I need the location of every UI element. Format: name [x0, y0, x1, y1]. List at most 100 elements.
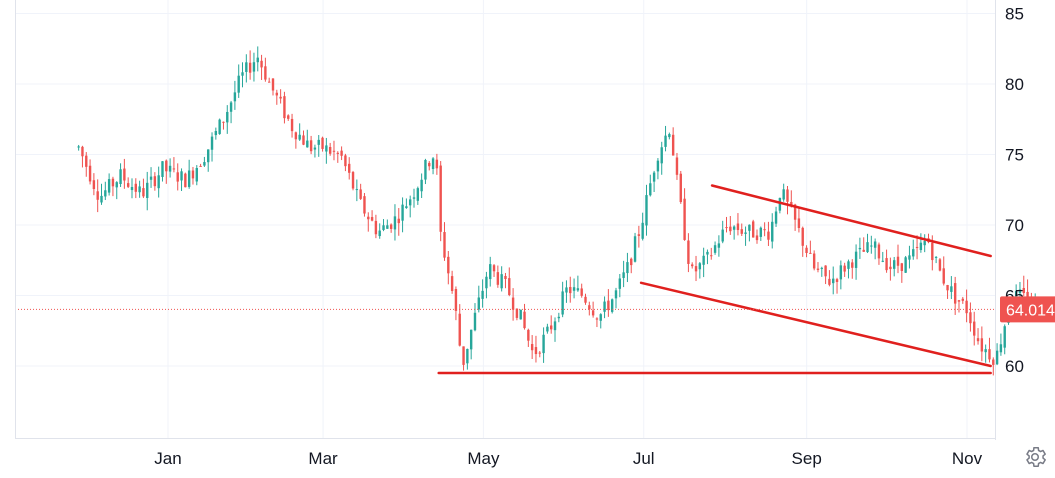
candle-body — [229, 102, 233, 112]
candle-body — [942, 268, 945, 284]
candle-body — [637, 234, 641, 236]
last-price-value: 64.014 — [1006, 302, 1055, 319]
candle-body — [995, 350, 999, 365]
candle-body — [168, 165, 172, 172]
candle-body — [607, 300, 610, 311]
candle-body — [858, 247, 862, 250]
gear-icon[interactable] — [1022, 444, 1048, 470]
candle-body — [267, 81, 271, 83]
y-tick-label: 70 — [1005, 216, 1024, 235]
candle-body — [668, 134, 671, 138]
candle-body — [866, 242, 869, 253]
candle-body — [351, 172, 355, 189]
candle-body — [424, 159, 427, 180]
last-price-tag: 64.014 — [1000, 296, 1055, 323]
candle-body — [740, 229, 743, 234]
candle-body — [489, 264, 492, 280]
candle-body — [679, 173, 682, 203]
candle-body — [790, 201, 793, 207]
candle-body — [877, 244, 881, 259]
candle-body — [614, 290, 618, 299]
candle-body — [988, 349, 991, 360]
candle-body — [873, 241, 877, 248]
candle-body — [100, 195, 103, 203]
x-axis: Jan Mar May Jul Sep Nov — [154, 449, 982, 468]
candle-body — [736, 223, 740, 231]
candle-body — [431, 158, 435, 169]
trendline-upper-channel[interactable] — [710, 184, 992, 258]
candle-body — [934, 256, 938, 258]
x-tick-label: Jan — [154, 449, 181, 468]
candle-body — [328, 147, 332, 154]
candle-body — [85, 155, 88, 167]
candle-body — [885, 258, 888, 271]
grid-lines — [15, 0, 995, 438]
candle-body — [325, 145, 328, 152]
candle-body — [519, 309, 522, 320]
candle-body — [287, 115, 290, 119]
candle-body — [138, 186, 141, 193]
candle-body — [256, 57, 259, 63]
candle-body — [763, 229, 766, 231]
candle-body — [896, 256, 900, 266]
candle-body — [561, 291, 564, 315]
candle-body — [622, 272, 625, 278]
candle-body — [892, 260, 896, 269]
candle-body — [157, 175, 160, 189]
candle-body — [641, 222, 644, 239]
candle-body — [187, 170, 191, 187]
trendline-lower-channel[interactable] — [639, 281, 992, 368]
candle-body — [771, 221, 774, 242]
candle-body — [992, 359, 995, 365]
candle-body — [721, 229, 724, 242]
candle-body — [500, 274, 503, 289]
candle-body — [473, 312, 477, 331]
trendlines — [437, 184, 992, 375]
candle-body — [298, 134, 301, 140]
candle-body — [946, 284, 949, 291]
candle-body — [210, 136, 214, 150]
candle-body — [340, 150, 343, 156]
candle-body — [401, 204, 404, 221]
candle-body — [260, 60, 263, 68]
candle-body — [595, 318, 599, 320]
candle-body — [454, 289, 458, 311]
candle-body — [748, 224, 751, 231]
candle-body — [123, 168, 126, 181]
candle-body — [283, 96, 286, 119]
candle-body — [912, 249, 915, 257]
candle-body — [919, 242, 923, 251]
candle-body — [218, 119, 221, 134]
candle-body — [515, 308, 519, 318]
candle-body — [805, 247, 808, 253]
candle-body — [626, 262, 629, 274]
candle-body — [599, 314, 602, 321]
candle-body — [241, 72, 244, 76]
candle-body — [458, 313, 461, 346]
candle-body — [664, 135, 667, 147]
candle-body — [824, 265, 827, 277]
candle-body — [862, 249, 865, 252]
candle-body — [774, 211, 778, 224]
candle-body — [938, 259, 942, 271]
candle-body — [820, 267, 823, 269]
candle-body — [142, 188, 145, 197]
candle-body — [195, 168, 198, 182]
candle-body — [744, 232, 747, 234]
candle-body — [953, 283, 957, 304]
candle-body — [245, 62, 248, 72]
candle-body — [565, 287, 568, 293]
candle-body — [119, 169, 122, 184]
candle-body — [161, 161, 164, 177]
candle-body — [729, 226, 732, 232]
candle-body — [649, 183, 652, 196]
candle-body — [469, 329, 473, 350]
candle-body — [233, 92, 237, 102]
candle-body — [751, 221, 755, 238]
candle-body — [306, 140, 309, 148]
candle-body — [397, 218, 400, 224]
candle-body — [382, 225, 385, 230]
candle-body — [321, 137, 324, 149]
